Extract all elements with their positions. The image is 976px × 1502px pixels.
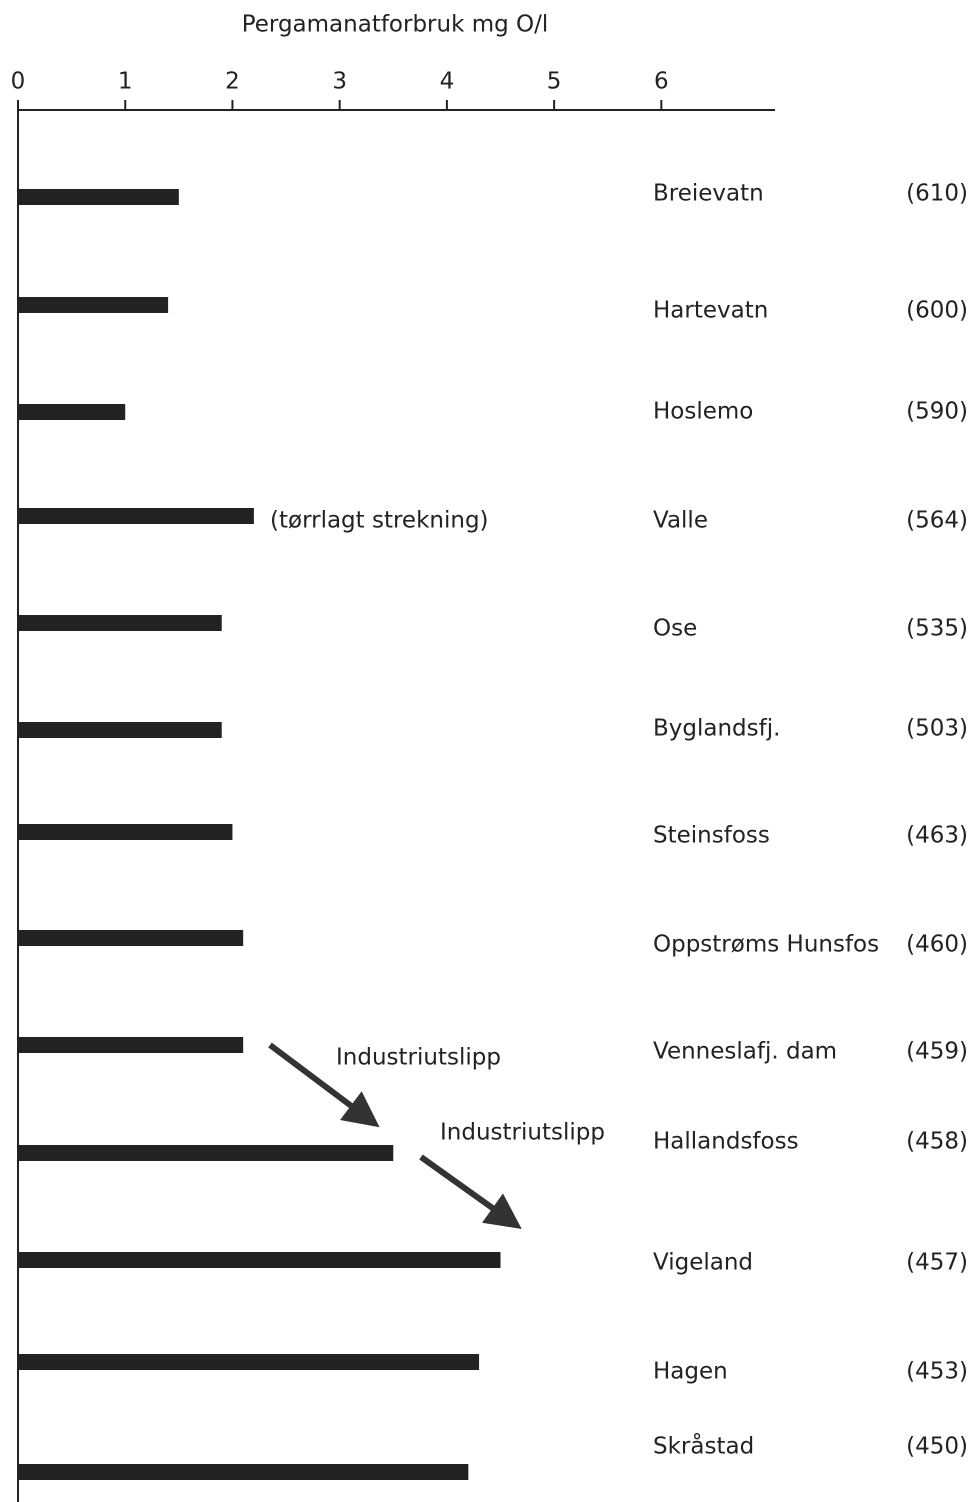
elevation-label: (460) <box>906 932 968 958</box>
elevation-label: (590) <box>906 399 968 425</box>
x-tick-label: 6 <box>654 69 669 95</box>
x-tick-label: 4 <box>440 69 455 95</box>
elevation-label: (459) <box>906 1039 968 1065</box>
category-label: Ose <box>653 616 697 642</box>
x-tick-label: 2 <box>225 69 240 95</box>
category-label: Hagen <box>653 1359 728 1385</box>
bar <box>18 722 222 738</box>
category-label: Skråstad <box>653 1432 754 1460</box>
category-label: Hallandsfoss <box>653 1129 799 1155</box>
arrow <box>268 1042 380 1128</box>
elevation-label: (463) <box>906 823 968 849</box>
category-label: Byglandsfj. <box>653 716 780 742</box>
category-label: Hartevatn <box>653 298 768 324</box>
elevation-label: (457) <box>906 1250 968 1276</box>
bar <box>18 1252 501 1268</box>
bar <box>18 1037 244 1053</box>
elevation-label: (535) <box>906 616 968 642</box>
category-label: Hoslemo <box>653 399 753 425</box>
bar <box>18 297 169 313</box>
bar <box>18 1354 480 1370</box>
bar <box>18 1145 394 1161</box>
x-tick-label: 1 <box>118 69 133 95</box>
elevation-label: (503) <box>906 716 968 742</box>
bar <box>18 930 244 946</box>
x-tick-label: 5 <box>547 69 562 95</box>
bar <box>18 404 126 420</box>
annotation: (tørrlagt strekning) <box>270 508 489 534</box>
elevation-label: (610) <box>906 181 968 207</box>
annotation: Industriutslipp <box>336 1045 501 1071</box>
annotation: Industriutslipp <box>440 1120 605 1146</box>
elevation-label: (458) <box>906 1129 968 1155</box>
elevation-label: (450) <box>906 1434 968 1460</box>
chart-title: Pergamanatforbruk mg O/l <box>242 12 549 38</box>
elevation-label: (600) <box>906 298 968 324</box>
category-label: Venneslafj. dam <box>653 1039 837 1065</box>
elevation-label: (564) <box>906 508 968 534</box>
x-tick-label: 0 <box>11 69 26 95</box>
bar <box>18 189 179 205</box>
category-label: Vigeland <box>653 1250 753 1276</box>
bar <box>18 824 233 840</box>
category-label: Oppstrøms Hunsfos <box>653 932 879 958</box>
category-label: Breievatn <box>653 181 764 207</box>
bar <box>18 508 254 524</box>
elevation-label: (453) <box>906 1359 968 1385</box>
arrow <box>419 1154 522 1229</box>
bar <box>18 1464 469 1480</box>
category-label: Valle <box>653 508 708 534</box>
x-tick-label: 3 <box>332 69 347 95</box>
bar <box>18 615 222 631</box>
category-label: Steinsfoss <box>653 823 770 849</box>
